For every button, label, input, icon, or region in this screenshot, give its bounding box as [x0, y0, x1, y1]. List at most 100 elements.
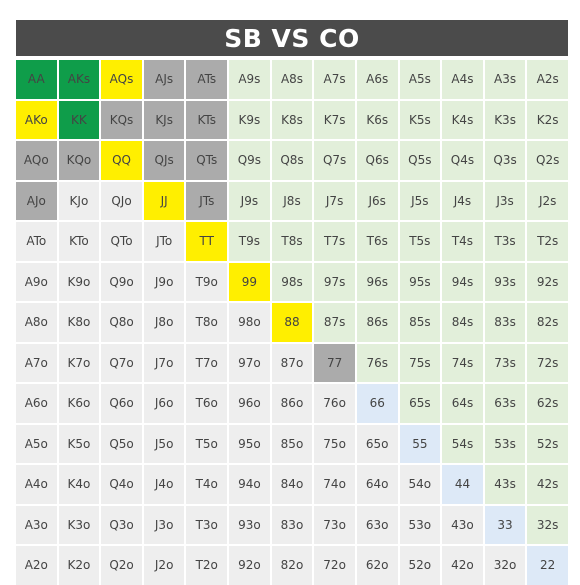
hand-cell: QTo	[101, 222, 142, 261]
hand-cell: ATs	[186, 60, 228, 99]
hand-cell: T9s	[229, 222, 270, 261]
hand-cell: A8o	[16, 303, 57, 342]
hand-cell: A4o	[16, 465, 57, 504]
hand-cell: Q9o	[101, 262, 142, 301]
hand-cell: 92s	[527, 262, 568, 301]
hand-cell: Q6s	[356, 141, 398, 180]
hand-cell: A7o	[16, 343, 57, 382]
hand-cell: AJo	[16, 181, 57, 220]
hand-cell: A5o	[16, 424, 57, 463]
hand-cell: A6s	[356, 60, 398, 99]
hand-cell: 42s	[527, 465, 568, 504]
hand-cell: 73s	[484, 343, 526, 382]
hand-cell: AJs	[143, 60, 185, 99]
hand-cell: A5s	[399, 60, 441, 99]
hand-cell: K8s	[271, 100, 313, 139]
hand-cell: J5o	[143, 424, 185, 463]
hand-cell: 74s	[442, 343, 483, 382]
hand-cell: A8s	[271, 60, 313, 99]
hand-cell: K3s	[484, 100, 526, 139]
hand-cell: A2o	[16, 546, 57, 585]
hand-cell: T2s	[527, 222, 568, 261]
hand-cell: AKo	[16, 100, 57, 139]
hand-cell: A3s	[484, 60, 526, 99]
hand-cell: 98s	[271, 262, 313, 301]
hand-cell: KJs	[143, 100, 185, 139]
hand-cell: K4s	[442, 100, 483, 139]
hand-cell: J2s	[527, 181, 568, 220]
hand-cell: K2s	[527, 100, 568, 139]
hand-cell: T5s	[399, 222, 441, 261]
hand-cell: T4o	[186, 465, 228, 504]
hand-cell: J9o	[143, 262, 185, 301]
hand-cell: J2o	[143, 546, 185, 585]
hand-cell: K9o	[58, 262, 100, 301]
hand-cell: KQo	[58, 141, 100, 180]
hand-cell: A2s	[527, 60, 568, 99]
hand-cell: 97o	[229, 343, 270, 382]
hand-cell: 54s	[442, 424, 483, 463]
hand-cell: K9s	[229, 100, 270, 139]
hand-cell: 22	[527, 546, 568, 585]
hand-cell: T8s	[271, 222, 313, 261]
hand-cell: 99	[229, 262, 270, 301]
hand-cell: Q9s	[229, 141, 270, 180]
hand-cell: 52o	[399, 546, 441, 585]
hand-cell: 94s	[442, 262, 483, 301]
hand-cell: K7o	[58, 343, 100, 382]
hand-cell: 42o	[442, 546, 483, 585]
hand-cell: Q6o	[101, 384, 142, 423]
hand-cell: A7s	[314, 60, 355, 99]
hand-cell: 77	[314, 343, 355, 382]
hand-cell: 83o	[271, 505, 313, 544]
hand-cell: 44	[442, 465, 483, 504]
hand-cell: J9s	[229, 181, 270, 220]
hand-cell: JTs	[186, 181, 228, 220]
hand-cell: T6s	[356, 222, 398, 261]
hand-cell: TT	[186, 222, 228, 261]
hand-cell: 83s	[484, 303, 526, 342]
hand-cell: AQo	[16, 141, 57, 180]
hand-cell: K7s	[314, 100, 355, 139]
hand-cell: 82o	[271, 546, 313, 585]
hand-cell: J6o	[143, 384, 185, 423]
hand-cell: Q4o	[101, 465, 142, 504]
hand-cell: K6s	[356, 100, 398, 139]
hand-cell: KQs	[101, 100, 142, 139]
hand-cell: J6s	[356, 181, 398, 220]
hand-cell: 65s	[399, 384, 441, 423]
hand-cell: KTs	[186, 100, 228, 139]
hand-cell: 32s	[527, 505, 568, 544]
hand-cell: KK	[58, 100, 100, 139]
hand-cell: J8o	[143, 303, 185, 342]
hand-cell: Q4s	[442, 141, 483, 180]
hand-cell: K3o	[58, 505, 100, 544]
hand-cell: 43o	[442, 505, 483, 544]
hand-cell: 62s	[527, 384, 568, 423]
hand-cell: Q8s	[271, 141, 313, 180]
hand-cell: J4s	[442, 181, 483, 220]
hand-cell: 86o	[271, 384, 313, 423]
hand-cell: 73o	[314, 505, 355, 544]
hand-cell: A9s	[229, 60, 270, 99]
hand-cell: 84o	[271, 465, 313, 504]
hand-cell: QTs	[186, 141, 228, 180]
hand-cell: 95o	[229, 424, 270, 463]
chart-title: SB VS CO	[16, 20, 568, 56]
hand-cell: 92o	[229, 546, 270, 585]
hand-cell: Q2s	[527, 141, 568, 180]
hand-cell: QQ	[101, 141, 142, 180]
hand-cell: 85o	[271, 424, 313, 463]
hand-cell: 95s	[399, 262, 441, 301]
hand-cell: 53s	[484, 424, 526, 463]
hand-cell: J7o	[143, 343, 185, 382]
hand-cell: K8o	[58, 303, 100, 342]
hand-cell: Q3o	[101, 505, 142, 544]
hand-cell: Q2o	[101, 546, 142, 585]
hand-cell: A4s	[442, 60, 483, 99]
hand-cell: 75o	[314, 424, 355, 463]
hand-cell: 82s	[527, 303, 568, 342]
hand-cell: 54o	[399, 465, 441, 504]
hand-cell: Q3s	[484, 141, 526, 180]
hand-cell: Q7s	[314, 141, 355, 180]
